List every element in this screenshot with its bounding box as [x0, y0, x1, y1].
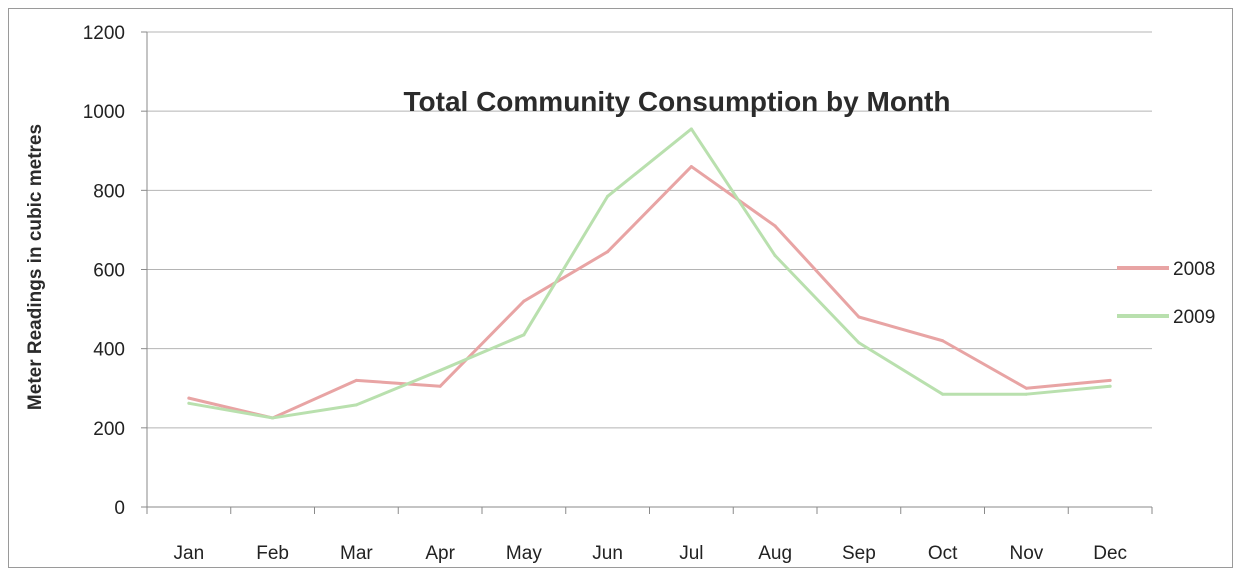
chart-frame: 0 200 400 600 800 1000 1200 Jan Feb Mar Apr May Jun…: [8, 8, 1233, 568]
data-point-2009: [857, 341, 861, 345]
data-point-2008: [1024, 386, 1028, 390]
x-tick-label: Dec: [1093, 543, 1127, 564]
data-point-2008: [606, 250, 610, 254]
x-tick-label: Jan: [174, 543, 205, 564]
y-tick-label: 600: [93, 261, 125, 282]
x-tick-labels: Jan Feb Mar Apr May Jun Jul Aug Sep Oct Nov Dec: [174, 543, 1127, 564]
x-tick-label: Sep: [842, 543, 876, 564]
y-axis-title: Meter Readings in cubic metres: [25, 124, 46, 410]
data-point-2008: [773, 224, 777, 228]
data-point-2009: [941, 392, 945, 396]
data-point-2008: [689, 165, 693, 169]
y-tick-label: 400: [93, 340, 125, 361]
data-point-2008: [941, 339, 945, 343]
legend: 2008 2009: [1117, 259, 1215, 328]
x-tick-label: Jun: [592, 543, 623, 564]
data-point-2008: [354, 378, 358, 382]
data-point-2008: [1108, 378, 1112, 382]
data-point-2008: [187, 396, 191, 400]
data-point-2008: [857, 315, 861, 319]
data-point-2009: [1108, 384, 1112, 388]
data-point-2009: [187, 401, 191, 405]
data-point-2009: [773, 254, 777, 258]
data-point-2008: [438, 384, 442, 388]
data-point-2009: [354, 403, 358, 407]
legend-label-2009: 2009: [1173, 307, 1215, 328]
x-tick-label: Apr: [425, 543, 455, 564]
data-point-2009: [689, 127, 693, 131]
y-tick-label: 800: [93, 181, 125, 202]
series-line-2009: [187, 127, 1112, 420]
x-tick-label: Mar: [340, 543, 373, 564]
x-tick-label: Aug: [758, 543, 792, 564]
data-point-2008: [522, 299, 526, 303]
chart-title: Total Community Consumption by Month: [404, 86, 951, 117]
y-tick-label: 0: [114, 498, 125, 519]
gridlines: [147, 31, 1152, 429]
data-point-2009: [1024, 392, 1028, 396]
data-point-2009: [271, 416, 275, 420]
series-line-2008: [187, 165, 1112, 420]
x-tick-label: May: [506, 543, 542, 564]
x-tick-label: Feb: [256, 543, 289, 564]
data-point-2009: [606, 194, 610, 198]
y-tick-label: 1200: [83, 23, 125, 44]
line-chart: 0 200 400 600 800 1000 1200 Jan Feb Mar Apr May Jun…: [25, 23, 1215, 564]
y-tick-label: 200: [93, 419, 125, 440]
series-lines: [187, 127, 1112, 420]
y-tick-label: 1000: [83, 102, 125, 123]
x-tick-label: Oct: [928, 543, 958, 564]
axes: [141, 31, 1153, 514]
y-tick-labels: 0 200 400 600 800 1000 1200: [83, 23, 125, 519]
x-tick-label: Jul: [679, 543, 703, 564]
data-point-2009: [438, 368, 442, 372]
data-point-2009: [522, 333, 526, 337]
legend-label-2008: 2008: [1173, 259, 1215, 280]
x-tick-label: Nov: [1009, 543, 1043, 564]
